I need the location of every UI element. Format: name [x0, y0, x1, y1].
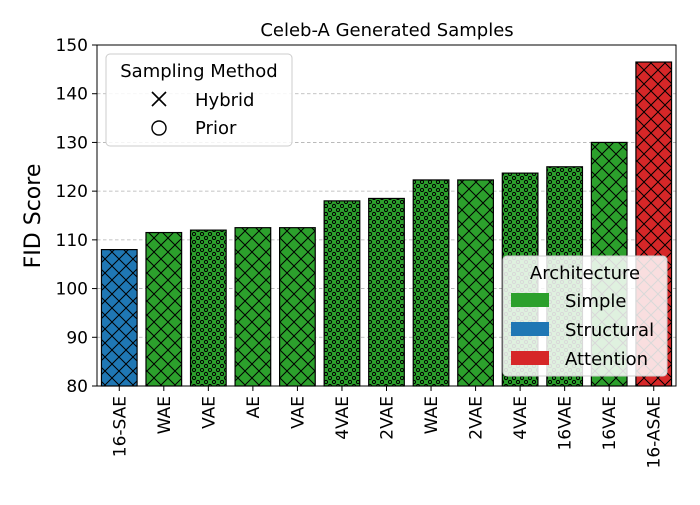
y-tick-label: 140 — [56, 85, 88, 105]
architecture-legend: Architecture Simple Structural Attention — [502, 255, 668, 377]
x-tick-label: VAE — [288, 396, 308, 429]
bar-hatch — [412, 179, 450, 387]
bar — [323, 200, 361, 387]
y-tick-label: 80 — [66, 377, 88, 397]
legend-swatch-structural — [511, 322, 549, 336]
bar — [234, 227, 272, 387]
architecture-legend-title: Architecture — [530, 263, 640, 284]
architecture-legend-box — [502, 255, 668, 377]
x-tick-label: 16-ASAE — [645, 396, 665, 469]
x-tick-label: VAE — [199, 396, 219, 429]
bar-hatch — [189, 229, 227, 387]
y-axis-label: FID Score — [21, 164, 46, 269]
bar — [100, 249, 138, 387]
x-icon — [151, 91, 167, 107]
bar — [412, 179, 450, 387]
bar-hatch — [368, 197, 405, 387]
x-tick-label: WAE — [155, 396, 175, 434]
chart-title: Celeb-A Generated Samples — [260, 20, 513, 41]
x-tick-label: 16VAE — [600, 396, 620, 451]
legend-swatch-simple — [511, 293, 549, 307]
x-tick-label: 4VAE — [333, 396, 353, 440]
legend-label-simple: Simple — [565, 291, 626, 312]
bar — [457, 179, 494, 387]
bar-hatch — [145, 231, 183, 387]
bar-hatch — [457, 179, 494, 387]
x-tick-label: WAE — [422, 396, 442, 434]
axes-layer — [92, 44, 677, 391]
x-tick-label: 2VAE — [378, 396, 398, 440]
bar-hatch — [100, 249, 138, 387]
y-tick-labels: 80 90 100 110 120 130 140 150 — [56, 36, 88, 397]
x-tick-label: 16-SAE — [110, 396, 130, 457]
legend-label-structural: Structural — [565, 320, 654, 341]
bar — [145, 231, 183, 387]
sampling-legend: Sampling Method Hybrid Prior — [105, 53, 293, 147]
x-tick-label: 2VAE — [467, 396, 487, 440]
y-tick-label: 90 — [66, 328, 88, 348]
y-tick-label: 110 — [56, 231, 88, 251]
y-tick-label: 120 — [56, 182, 88, 202]
legend-label-hybrid: Hybrid — [195, 90, 254, 111]
bar — [189, 229, 227, 387]
x-tick-labels: 16-SAE WAE VAE AE VAE 4VAE 2VAE WAE 2VAE 4VAE 16VA… — [110, 396, 664, 469]
x-tick-label: AE — [244, 396, 264, 418]
y-tick-label: 150 — [56, 36, 88, 56]
circle-icon — [151, 120, 167, 136]
bar-hatch — [234, 227, 272, 387]
bar — [279, 227, 316, 387]
legend-label-attention: Attention — [565, 349, 648, 370]
plot-frame — [96, 44, 677, 387]
sampling-legend-box — [105, 53, 293, 147]
y-tick-label: 100 — [56, 280, 88, 300]
x-tick-label: 4VAE — [511, 396, 531, 440]
bar-hatch — [323, 200, 361, 387]
bar-hatch — [279, 227, 316, 387]
sampling-legend-title: Sampling Method — [120, 61, 277, 82]
bar — [368, 197, 405, 387]
y-tick-label: 130 — [56, 133, 88, 153]
legend-swatch-attention — [511, 351, 549, 365]
legend-label-prior: Prior — [195, 118, 237, 139]
x-tick-label: 16VAE — [556, 396, 576, 451]
